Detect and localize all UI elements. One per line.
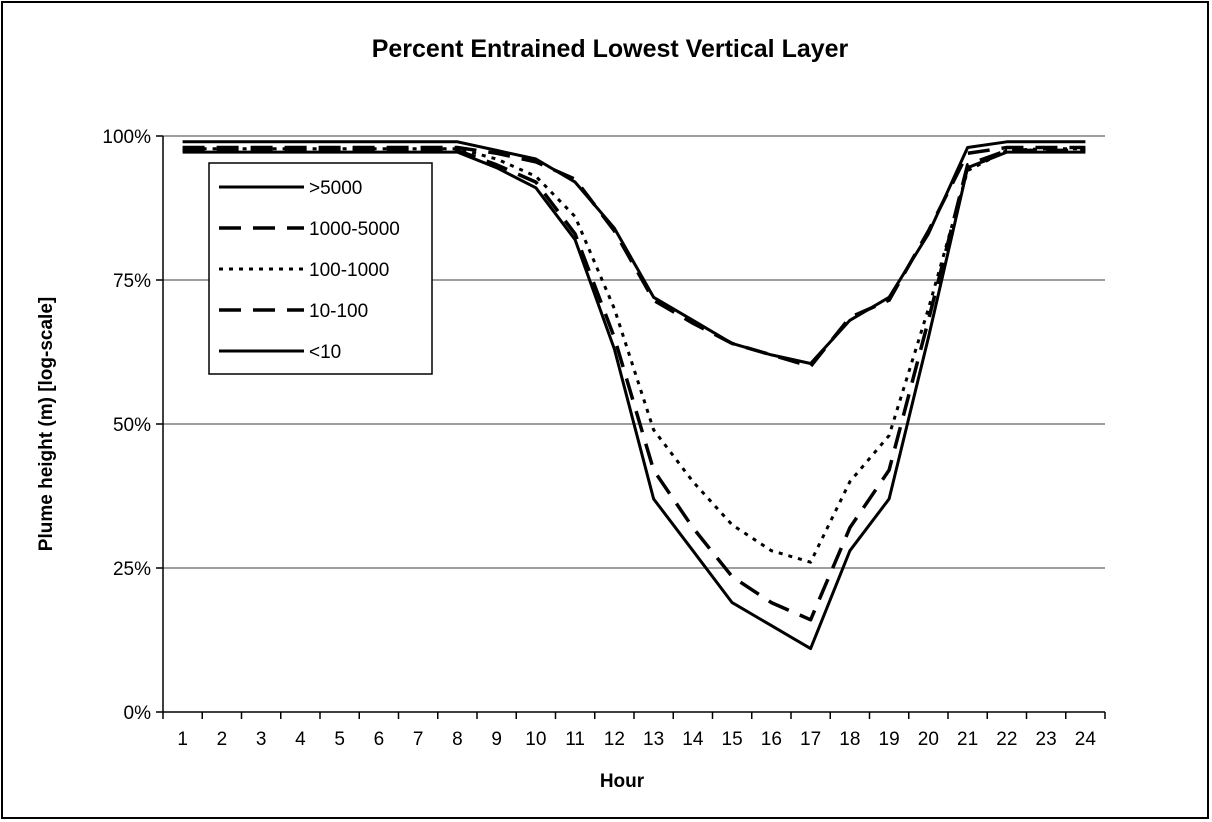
x-tick-label: 23	[1036, 729, 1057, 750]
x-tick-label: 12	[604, 729, 625, 750]
x-tick-labels: 1 2 3 4 5 6 7 8 9 10 11 12 13 14 15 16 17 18 19 20 21 22 23 24	[177, 729, 1096, 750]
x-tick-label: 14	[682, 729, 704, 750]
y-tick-label: 75%	[113, 271, 151, 292]
legend-label: <10	[309, 342, 341, 363]
x-tick-label: 2	[217, 729, 228, 750]
chart-title: Percent Entrained Lowest Vertical Layer	[372, 35, 849, 63]
x-tick-label: 7	[413, 729, 424, 750]
series-line	[182, 150, 1086, 651]
y-tick-label: 50%	[113, 415, 151, 436]
x-tick-label: 15	[722, 729, 743, 750]
legend-label: 1000-5000	[309, 219, 400, 240]
y-tick-label: 25%	[113, 559, 151, 580]
x-tick-label: 20	[918, 729, 939, 750]
y-axis-title: Plume height (m) [log-scale]	[36, 297, 57, 551]
y-tick-label: 0%	[124, 703, 152, 724]
legend: >5000 1000-5000 100-1000 10-100 <10	[208, 162, 433, 375]
legend-label: 10-100	[309, 301, 368, 322]
x-tick-label: 9	[491, 729, 502, 750]
x-tick-label: 17	[800, 729, 821, 750]
x-tick-label: 21	[957, 729, 978, 750]
x-axis-title: Hour	[600, 771, 645, 792]
x-tick-label: 19	[879, 729, 900, 750]
legend-label: 100-1000	[309, 260, 389, 281]
x-tick-label: 13	[643, 729, 664, 750]
series-line	[182, 148, 1086, 622]
series-line	[182, 140, 1086, 365]
x-tick-label: 10	[525, 729, 546, 750]
x-tick-label: 8	[452, 729, 463, 750]
y-tick-label: 100%	[102, 127, 151, 148]
legend-label: >5000	[309, 178, 362, 199]
series-lines	[182, 140, 1086, 651]
x-tick-label: 4	[295, 729, 306, 750]
x-tick-label: 16	[761, 729, 782, 750]
x-tick-label: 5	[334, 729, 345, 750]
x-tick-label: 24	[1075, 729, 1097, 750]
x-tick-label: 1	[177, 729, 188, 750]
x-tick-label: 11	[565, 729, 585, 750]
axes	[156, 135, 1106, 719]
x-tick-label: 18	[839, 729, 860, 750]
x-tick-label: 22	[996, 729, 1017, 750]
legend-box	[208, 162, 433, 375]
y-tick-labels: 0% 25% 50% 75% 100%	[102, 127, 151, 724]
x-tick-label: 6	[374, 729, 385, 750]
x-tick-label: 3	[256, 729, 267, 750]
